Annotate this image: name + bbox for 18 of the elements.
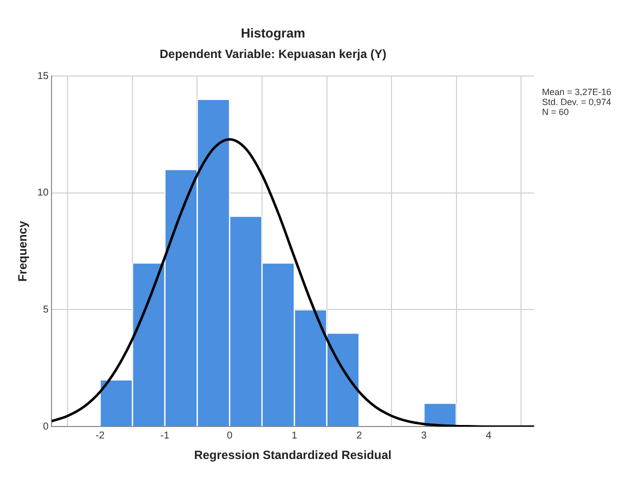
y-tick-label: 10 [37,188,49,199]
y-axis-title: Frequency [16,220,30,282]
x-tick-label: -2 [96,430,105,442]
x-tick-label: -1 [160,430,170,442]
y-tick-label: 5 [42,304,49,316]
y-tick-label: 0 [42,421,49,432]
chart-subtitle: Dependent Variable: Kepuasan kerja (Y) [160,47,386,62]
text: N = 60 [542,106,569,117]
chart-title: Histogram [240,25,306,40]
text: Mean = 3,27E-16 [542,86,612,97]
y-tick-label: 15 [37,70,49,82]
x-axis-title: Regression Standardized Residual [194,448,392,462]
x-tick-label: 2 [356,430,362,442]
x-tick-label: 4 [486,430,492,442]
x-tick-label: 1 [292,430,298,442]
x-tick-label: 0 [226,430,233,442]
x-tick-label: 3 [421,430,428,442]
text: Std. Dev. = 0,974 [542,96,612,107]
